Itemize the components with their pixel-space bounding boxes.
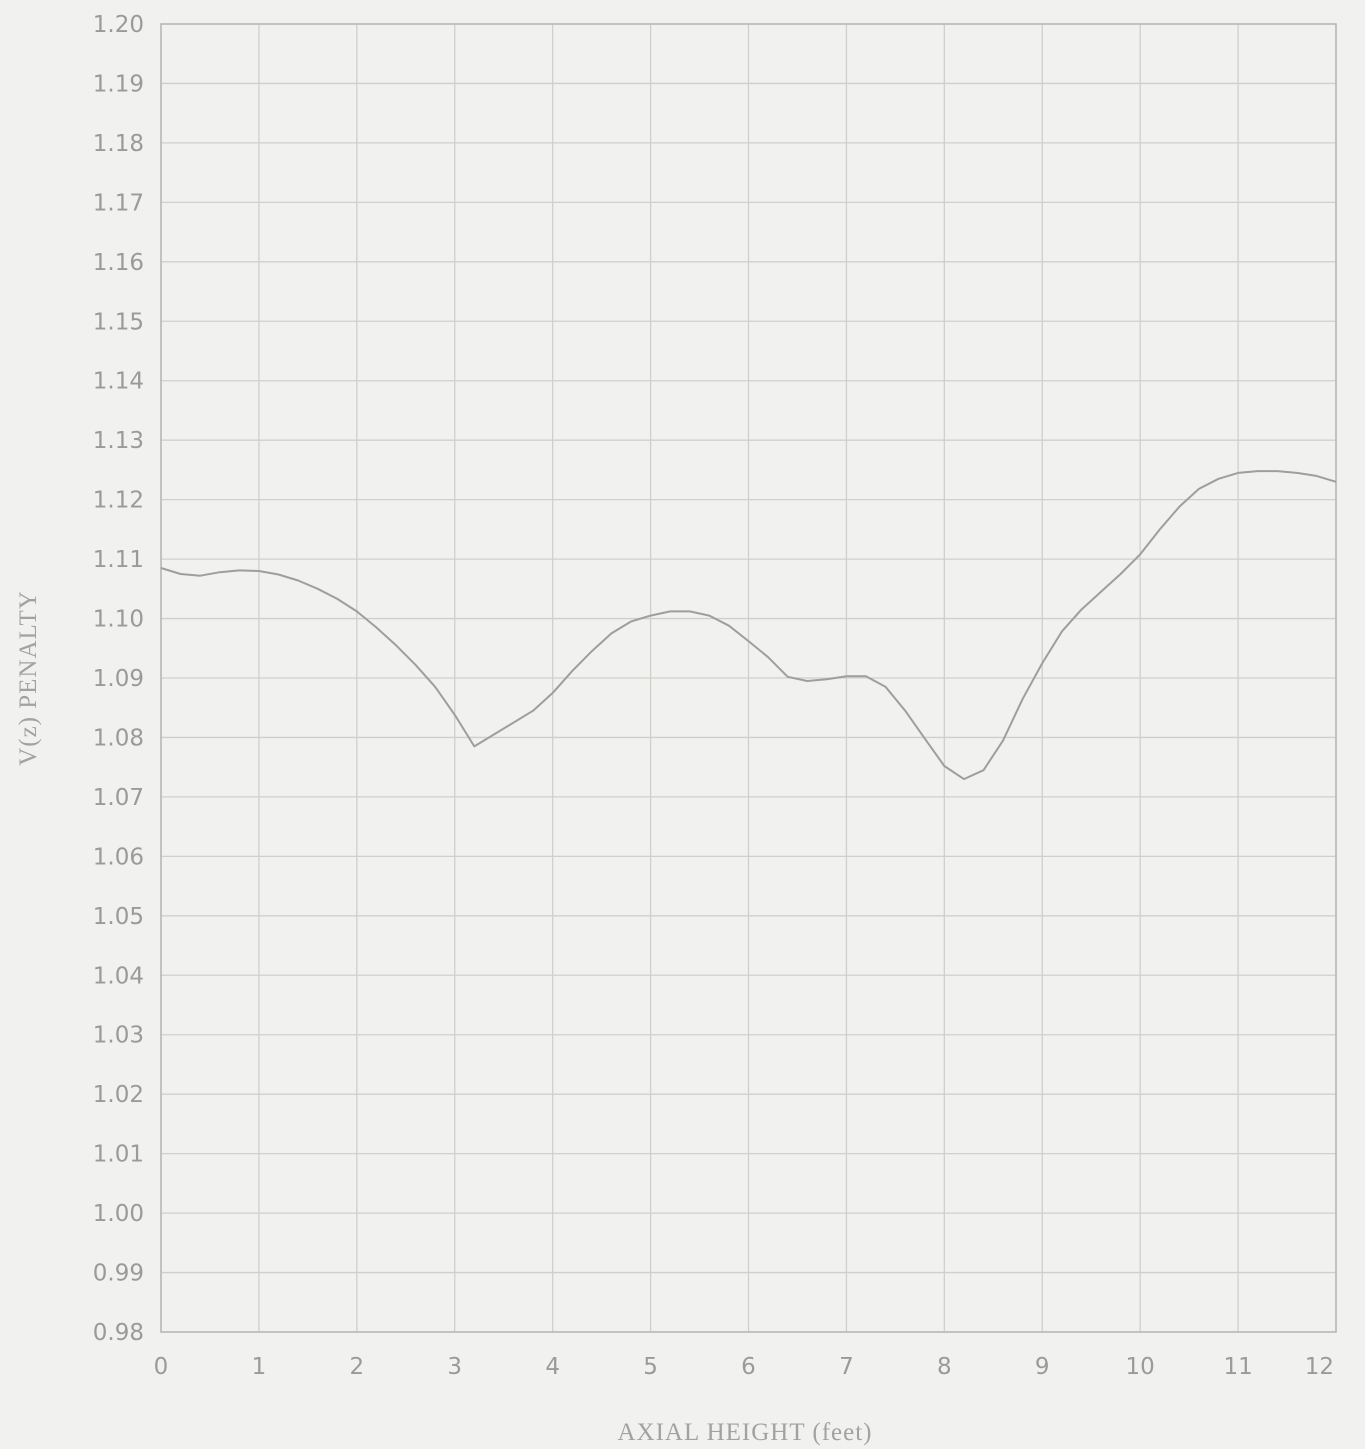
series-line	[160, 470, 1337, 781]
y-tick-label: 1.12	[93, 488, 144, 514]
x-tick-label: 2	[350, 1354, 365, 1380]
y-tick-label: 1.20	[93, 12, 144, 38]
y-tick-label: 1.07	[93, 785, 144, 811]
y-tick-label: 1.03	[93, 1023, 144, 1049]
y-axis-label: V(z) PENALTY	[15, 590, 42, 766]
y-tick-label: 1.10	[93, 607, 144, 633]
y-tick-label: 0.98	[93, 1320, 144, 1346]
y-tick-label: 1.01	[93, 1142, 144, 1168]
x-tick-label: 5	[643, 1354, 658, 1380]
y-tick-label: 1.18	[93, 131, 144, 157]
y-tick-label: 1.16	[93, 250, 144, 276]
x-tick-label: 10	[1126, 1354, 1155, 1380]
y-tick-label: 0.99	[93, 1261, 144, 1287]
y-tick-label: 1.13	[93, 428, 144, 454]
x-tick-label: 6	[741, 1354, 756, 1380]
x-tick-label: 12	[1305, 1354, 1334, 1380]
x-tick-label: 4	[545, 1354, 560, 1380]
x-tick-labels: 0 1 2 3 4 5 6 7 8 9 10 11 12	[154, 1354, 1334, 1380]
x-tick-label: 8	[937, 1354, 952, 1380]
plot-frame	[160, 23, 1337, 1333]
x-tick-label: 1	[252, 1354, 267, 1380]
x-tick-label: 9	[1035, 1354, 1050, 1380]
x-tick-label: 7	[839, 1354, 854, 1380]
y-tick-label: 1.11	[93, 547, 144, 573]
y-tick-label: 1.00	[93, 1201, 144, 1227]
y-tick-label: 1.14	[93, 369, 144, 395]
y-tick-label: 1.15	[93, 309, 144, 335]
y-tick-label: 1.02	[93, 1082, 144, 1108]
y-tick-label: 1.19	[93, 71, 144, 97]
y-tick-label: 1.09	[93, 666, 144, 692]
x-axis-label: AXIAL HEIGHT (feet)	[617, 1419, 872, 1446]
x-tick-label: 11	[1223, 1354, 1252, 1380]
y-tick-label: 1.04	[93, 963, 144, 989]
y-tick-label: 1.08	[93, 725, 144, 751]
y-tick-labels: 0.98 0.99 1.00 1.01 1.02 1.03 1.04 1.05 1.06 1.07…	[93, 12, 144, 1346]
x-tick-label: 3	[447, 1354, 462, 1380]
y-tick-label: 1.17	[93, 190, 144, 216]
x-tick-label: 0	[154, 1354, 169, 1380]
y-tick-label: 1.05	[93, 904, 144, 930]
y-tick-label: 1.06	[93, 844, 144, 870]
